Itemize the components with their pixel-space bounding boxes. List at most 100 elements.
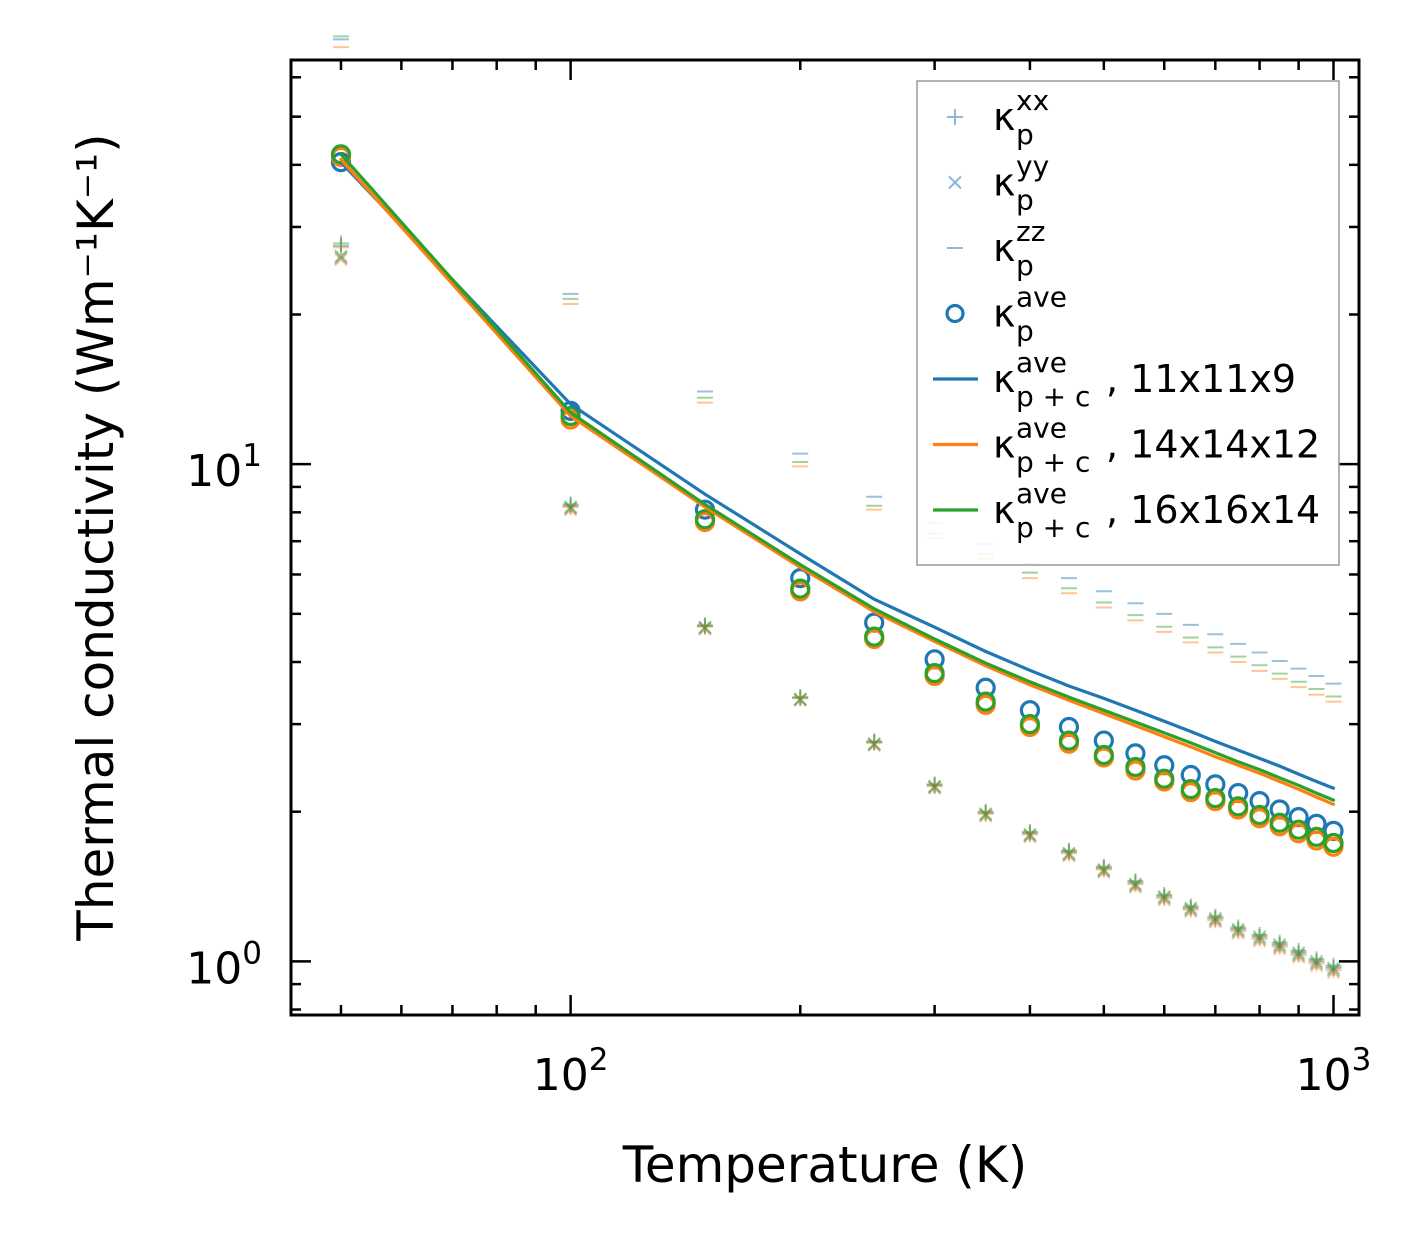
data-point: [1228, 796, 1249, 817]
data-point: [698, 620, 712, 634]
data-point: [1060, 843, 1077, 860]
data-point: [866, 734, 883, 751]
data-point: [1093, 744, 1114, 766]
data-point: [978, 809, 993, 823]
data-point: [1097, 864, 1111, 878]
data-point: [793, 692, 807, 706]
data-point: [694, 509, 716, 530]
series-1: [332, 239, 1342, 979]
data-point: [927, 779, 942, 793]
legend-label: κave p: [993, 281, 1067, 348]
legend-label: κyy p: [993, 150, 1049, 217]
data-point: [926, 776, 943, 793]
data-point: [1058, 730, 1080, 751]
x-tick-label: 103: [1296, 1042, 1372, 1101]
data-point: [1230, 919, 1247, 936]
data-point: [1180, 779, 1201, 800]
data-point: [1252, 934, 1267, 948]
data-point: [1269, 812, 1290, 833]
data-point: [1230, 923, 1247, 940]
data-point: [927, 781, 942, 795]
legend-marker: [948, 175, 962, 190]
legend-frame: [916, 80, 1340, 566]
data-point: [1097, 862, 1111, 877]
data-point: [1291, 950, 1306, 964]
y-tick-label: 100: [186, 935, 262, 994]
legend-entry: κave p + c, 16x16x14: [933, 477, 1320, 544]
data-point: [867, 737, 881, 752]
data-point: [1062, 849, 1076, 863]
data-point: [1182, 901, 1199, 918]
data-point: [792, 689, 809, 706]
data-point: [1271, 934, 1288, 951]
series-line: [339, 160, 1336, 790]
data-point: [1326, 961, 1341, 975]
data-point: [1157, 889, 1171, 904]
data-point: [1128, 880, 1143, 894]
data-point: [1128, 877, 1143, 891]
data-point: [1097, 865, 1111, 880]
data-point: [1308, 951, 1325, 968]
data-point: [977, 804, 994, 821]
data-point: [1095, 861, 1112, 878]
series-12: [339, 160, 1336, 790]
data-point: [1127, 874, 1144, 891]
data-point: [1252, 930, 1267, 944]
data-point: [1023, 828, 1037, 843]
data-point: [1249, 804, 1270, 826]
data-point: [792, 689, 809, 706]
data-point: [334, 251, 348, 265]
data-point: [1062, 847, 1076, 862]
data-point: [562, 497, 579, 514]
series-2: [332, 235, 1342, 974]
axes-frame: [289, 58, 1361, 1017]
x-tick-label: 102: [533, 1042, 609, 1101]
data-point: [1326, 963, 1341, 977]
data-point: [696, 617, 713, 634]
data-point: [1251, 926, 1268, 943]
data-point: [1184, 903, 1198, 917]
data-point: [1127, 873, 1144, 890]
data-point: [1184, 904, 1198, 919]
data-point: [560, 405, 581, 427]
data-point: [1231, 926, 1245, 940]
series-5: [334, 249, 1341, 975]
data-point: [1125, 756, 1146, 778]
data-point: [978, 808, 993, 822]
data-point: [1272, 940, 1287, 954]
data-point: [1060, 845, 1077, 862]
data-point: [1325, 957, 1342, 974]
data-point: [926, 777, 943, 794]
data-point: [562, 496, 579, 513]
data-point: [1207, 912, 1224, 929]
data-point: [1208, 915, 1223, 929]
data-point: [975, 691, 996, 712]
axis-ticks: [291, 60, 1359, 1015]
data-point: [1309, 956, 1324, 971]
data-point: [332, 237, 349, 254]
data-point: [562, 499, 579, 516]
legend-marker: [947, 109, 963, 125]
legend-entry: κyy p: [948, 150, 1049, 217]
data-point: [1309, 959, 1324, 973]
legend-label: κzz p: [993, 215, 1045, 282]
data-point: [977, 805, 994, 822]
data-point: [563, 501, 578, 516]
tick-labels: 102 103 100 101: [186, 438, 1371, 1101]
data-point: [866, 734, 883, 751]
data-point: [924, 662, 945, 684]
data-point: [563, 500, 578, 514]
data-point: [696, 618, 713, 635]
data-point: [1182, 898, 1199, 915]
legend-label: κave p + c, 16x16x14: [993, 477, 1320, 544]
y-axis-title: Thermal conductivity (Wm⁻¹K⁻¹): [67, 133, 125, 941]
data-point: [927, 780, 942, 794]
data-point: [1272, 942, 1287, 956]
series-4: [334, 252, 1341, 980]
data-point: [1095, 858, 1112, 875]
data-point: [790, 567, 811, 589]
data-point: [1157, 893, 1171, 907]
data-point: [1306, 826, 1327, 847]
